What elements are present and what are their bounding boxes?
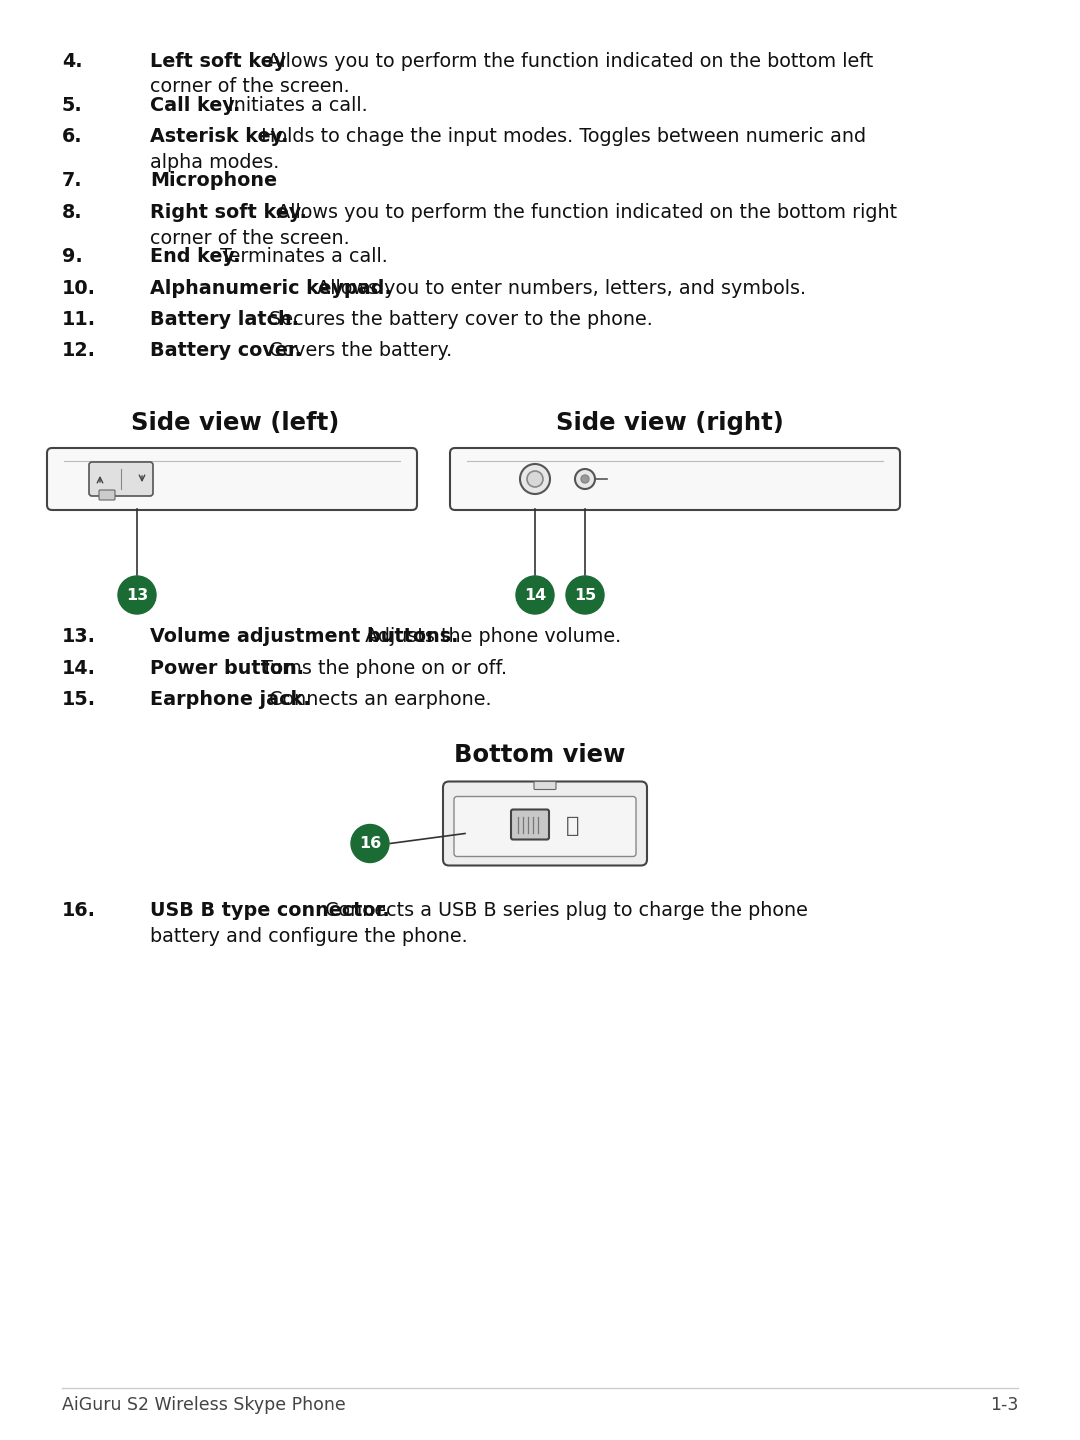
Text: Side view (right): Side view (right) — [556, 410, 784, 435]
Text: Call key.: Call key. — [150, 96, 241, 115]
Text: AiGuru S2 Wireless Skype Phone: AiGuru S2 Wireless Skype Phone — [62, 1395, 346, 1414]
Text: 12.: 12. — [62, 341, 96, 360]
Text: Battery latch.: Battery latch. — [150, 310, 299, 328]
Text: Alphanumeric keypad.: Alphanumeric keypad. — [150, 278, 392, 298]
Circle shape — [566, 576, 604, 613]
Text: Covers the battery.: Covers the battery. — [262, 341, 451, 360]
Text: 14: 14 — [524, 588, 546, 602]
Text: 15.: 15. — [62, 690, 96, 708]
FancyBboxPatch shape — [89, 462, 153, 495]
Text: Battery cover.: Battery cover. — [150, 341, 302, 360]
Text: Allows you to perform the function indicated on the bottom right: Allows you to perform the function indic… — [271, 203, 896, 222]
Text: Bottom view: Bottom view — [455, 743, 625, 768]
Circle shape — [516, 576, 554, 613]
Text: 14.: 14. — [62, 658, 96, 677]
Text: corner of the screen.: corner of the screen. — [150, 229, 350, 248]
Text: 10.: 10. — [62, 278, 96, 298]
Text: 15: 15 — [573, 588, 596, 602]
Text: 16: 16 — [359, 837, 381, 851]
FancyBboxPatch shape — [48, 448, 417, 510]
Text: 8.: 8. — [62, 203, 83, 222]
Text: Left soft key: Left soft key — [150, 52, 286, 71]
Text: End key.: End key. — [150, 248, 241, 266]
Text: 6.: 6. — [62, 128, 83, 147]
Text: Allows you to enter numbers, letters, and symbols.: Allows you to enter numbers, letters, an… — [311, 278, 806, 298]
FancyBboxPatch shape — [443, 782, 647, 865]
FancyBboxPatch shape — [450, 448, 900, 510]
Circle shape — [581, 475, 589, 482]
FancyBboxPatch shape — [534, 782, 556, 789]
Text: Earphone jack.: Earphone jack. — [150, 690, 311, 708]
Text: ⭢: ⭢ — [566, 815, 580, 835]
Text: Side view (left): Side view (left) — [131, 410, 339, 435]
Text: 16.: 16. — [62, 901, 96, 920]
Text: Turns the phone on or off.: Turns the phone on or off. — [255, 658, 507, 677]
Text: Connects an earphone.: Connects an earphone. — [262, 690, 491, 708]
Circle shape — [575, 469, 595, 490]
Text: 13: 13 — [126, 588, 148, 602]
Text: 5.: 5. — [62, 96, 83, 115]
Text: 4.: 4. — [62, 52, 83, 71]
Text: Adjusts the phone volume.: Adjusts the phone volume. — [360, 626, 622, 647]
Text: 11.: 11. — [62, 310, 96, 328]
Text: 7.: 7. — [62, 171, 83, 190]
Text: 9.: 9. — [62, 248, 83, 266]
FancyBboxPatch shape — [454, 796, 636, 857]
Text: USB B type connector.: USB B type connector. — [150, 901, 390, 920]
FancyBboxPatch shape — [511, 809, 549, 840]
Text: Power button.: Power button. — [150, 658, 305, 677]
FancyBboxPatch shape — [99, 490, 114, 500]
Circle shape — [351, 825, 389, 863]
Circle shape — [527, 471, 543, 487]
Text: alpha modes.: alpha modes. — [150, 153, 280, 171]
Text: Initiates a call.: Initiates a call. — [222, 96, 368, 115]
Text: Microphone: Microphone — [150, 171, 276, 190]
Text: Holds to chage the input modes. Toggles between numeric and: Holds to chage the input modes. Toggles … — [255, 128, 866, 147]
Text: Right soft key.: Right soft key. — [150, 203, 307, 222]
Circle shape — [519, 464, 550, 494]
Text: battery and configure the phone.: battery and configure the phone. — [150, 927, 468, 946]
Circle shape — [118, 576, 156, 613]
Text: 13.: 13. — [62, 626, 96, 647]
Text: Connects a USB B series plug to charge the phone: Connects a USB B series plug to charge t… — [319, 901, 808, 920]
Text: Volume adjustment buttons.: Volume adjustment buttons. — [150, 626, 459, 647]
Text: Terminates a call.: Terminates a call. — [215, 248, 389, 266]
Text: . Allows you to perform the function indicated on the bottom left: . Allows you to perform the function ind… — [255, 52, 873, 71]
Text: Asterisk key.: Asterisk key. — [150, 128, 288, 147]
Text: 1-3: 1-3 — [989, 1395, 1018, 1414]
Text: Secures the battery cover to the phone.: Secures the battery cover to the phone. — [262, 310, 652, 328]
Text: corner of the screen.: corner of the screen. — [150, 78, 350, 96]
